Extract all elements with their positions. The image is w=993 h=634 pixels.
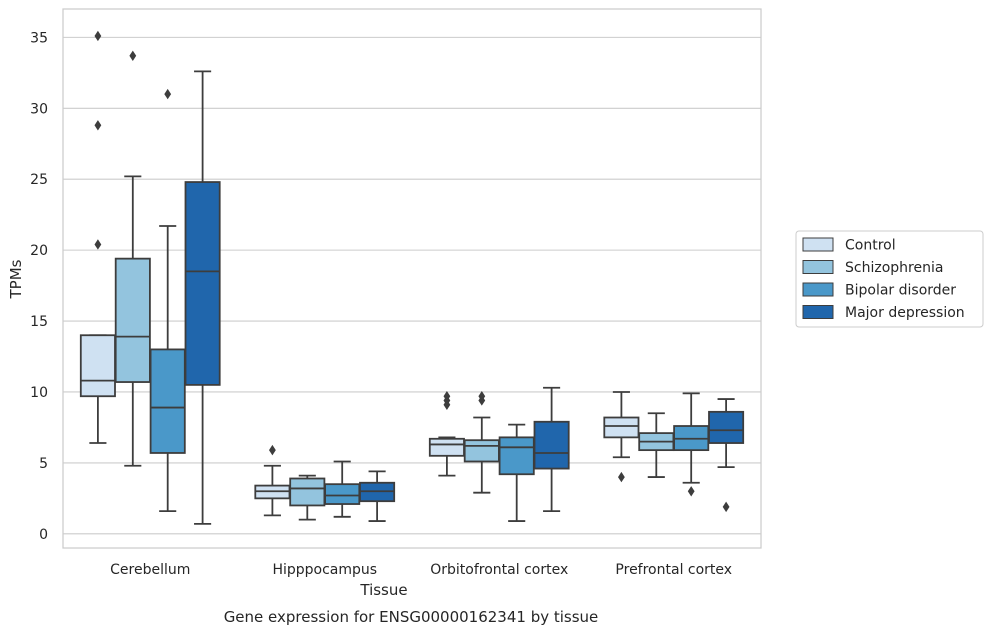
y-tick-label: 10 [30, 385, 48, 401]
box-iqr [498, 436, 535, 476]
plot-area [62, 8, 762, 549]
legend-swatch [802, 282, 834, 297]
box-iqr [289, 477, 326, 507]
legend-label: Control [845, 238, 896, 254]
outlier-point [129, 50, 137, 62]
y-tick-label: 35 [30, 30, 48, 46]
outlier-point [164, 88, 172, 100]
legend-swatch [802, 237, 834, 252]
y-tick-label: 15 [30, 314, 48, 330]
outlier-point [722, 501, 730, 513]
box-3-3 [708, 398, 745, 513]
legend: Control Schizophrenia Bipolar disorder Majo… [795, 230, 984, 328]
box-iqr [149, 348, 186, 454]
outlier-point [94, 30, 102, 42]
outlier-point [478, 391, 486, 402]
box-2-3 [533, 386, 570, 513]
outlier-point [94, 120, 102, 131]
x-tick-label: Hipppocampus [272, 562, 377, 578]
box-iqr [708, 410, 745, 444]
x-axis: Cerebellum Hipppocampus Orbitofrontal cort… [110, 562, 732, 578]
box-1-0 [254, 444, 291, 517]
outlier-point [687, 486, 695, 497]
legend-label: Schizophrenia [845, 260, 943, 276]
box-2-1 [463, 391, 500, 494]
x-tick-label: Prefrontal cortex [615, 562, 732, 578]
box-3-2 [673, 392, 710, 497]
box-iqr [603, 416, 640, 439]
legend-label: Major depression [845, 305, 965, 321]
y-gridlines [63, 36, 761, 535]
box-iqr [114, 257, 151, 383]
x-tick-label: Cerebellum [110, 562, 190, 578]
box-0-1 [114, 50, 151, 467]
y-tick-label: 0 [39, 527, 48, 543]
box-iqr [79, 334, 116, 398]
box-3-1 [638, 412, 675, 478]
box-iqr [324, 483, 361, 505]
box-3-0 [603, 391, 640, 483]
box-0-3 [184, 70, 221, 525]
box-1-3 [359, 470, 396, 522]
y-tick-label: 20 [30, 243, 48, 259]
outlier-point [94, 239, 102, 250]
box-iqr [184, 181, 221, 386]
box-iqr [428, 437, 465, 457]
box-0-0 [79, 30, 116, 444]
y-tick-label: 25 [30, 172, 48, 188]
y-axis: 0 5 10 15 20 25 30 35 [30, 30, 48, 542]
outlier-point [269, 444, 276, 456]
legend-swatch [802, 305, 834, 319]
y-tick-label: 30 [30, 101, 48, 117]
outlier-point [618, 471, 625, 483]
box-iqr [463, 439, 500, 463]
box-series [79, 30, 745, 525]
y-tick-label: 5 [39, 456, 48, 472]
box-iqr [533, 420, 570, 470]
chart-caption: Gene expression for ENSG00000162341 by t… [224, 608, 599, 626]
box-0-2 [149, 88, 186, 513]
box-2-2 [498, 423, 535, 522]
x-axis-label: Tissue [359, 581, 407, 599]
box-2-0 [428, 391, 465, 477]
legend-swatch [802, 260, 834, 274]
box-1-1 [289, 474, 326, 521]
x-tick-label: Orbitofrontal cortex [430, 562, 568, 578]
y-axis-label: TPMs [7, 259, 25, 299]
outlier-point [443, 391, 451, 402]
legend-label: Bipolar disorder [845, 283, 956, 299]
legend-frame [795, 230, 984, 328]
